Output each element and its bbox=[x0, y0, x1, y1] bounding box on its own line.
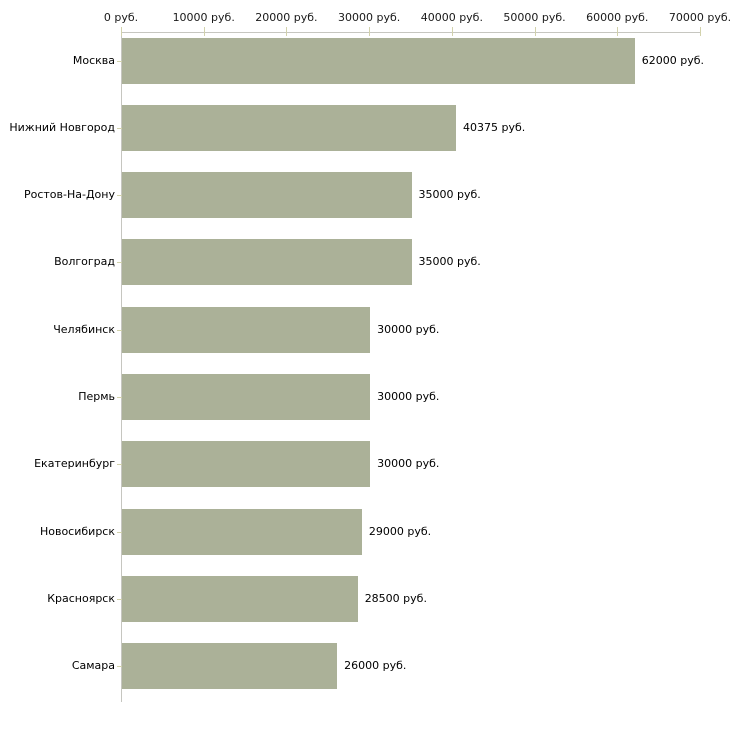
x-axis-tick bbox=[534, 27, 536, 36]
bar-value-label: 35000 руб. bbox=[418, 255, 481, 269]
bar-value-label: 26000 руб. bbox=[344, 659, 407, 673]
y-axis-tick bbox=[117, 464, 124, 466]
x-axis-tick bbox=[121, 27, 122, 36]
bar-value-label: 30000 руб. bbox=[377, 457, 440, 471]
x-axis-tick-label: 0 руб. bbox=[103, 11, 139, 24]
bar-value-label: 62000 руб. bbox=[641, 53, 705, 67]
y-axis-tick bbox=[117, 127, 124, 129]
y-axis-tick bbox=[117, 397, 124, 398]
y-axis-tick bbox=[117, 666, 124, 668]
bar bbox=[122, 575, 358, 622]
category-label: Красноярск bbox=[47, 591, 115, 605]
x-axis-tick-label: 10000 руб. bbox=[172, 11, 235, 24]
x-axis-tick bbox=[203, 27, 205, 36]
y-axis-tick bbox=[117, 531, 124, 533]
y-axis-tick bbox=[117, 60, 124, 62]
bar bbox=[122, 306, 371, 353]
bar bbox=[122, 508, 362, 555]
category-label: Новосибирск bbox=[39, 524, 115, 538]
bar bbox=[122, 239, 412, 286]
x-axis-tick-label: 60000 руб. bbox=[586, 11, 649, 24]
bar bbox=[122, 104, 456, 151]
category-label: Самара bbox=[71, 659, 115, 673]
bar-value-label: 29000 руб. bbox=[368, 524, 432, 538]
bar bbox=[122, 643, 338, 690]
x-axis-tick-label: 70000 руб. bbox=[668, 11, 730, 24]
x-axis-tick bbox=[700, 27, 701, 36]
bar bbox=[122, 172, 412, 219]
category-label: Екатеринбург bbox=[34, 457, 115, 471]
bar-value-label: 30000 руб. bbox=[377, 390, 440, 403]
x-axis-tick-label: 40000 руб. bbox=[420, 11, 483, 24]
bar-value-label: 28500 руб. bbox=[364, 591, 427, 605]
bar-value-label: 35000 руб. bbox=[418, 188, 481, 202]
x-axis-tick-label: 20000 руб. bbox=[255, 11, 318, 24]
category-label: Нижний Новгород bbox=[9, 120, 115, 134]
bar bbox=[122, 374, 371, 420]
bar-value-label: 30000 руб. bbox=[377, 322, 440, 336]
x-axis-tick bbox=[451, 27, 453, 36]
category-label: Пермь bbox=[78, 390, 115, 403]
y-axis-tick bbox=[117, 329, 124, 331]
x-axis-tick-label: 50000 руб. bbox=[503, 11, 566, 24]
x-axis-tick-label: 30000 руб. bbox=[338, 11, 401, 24]
bar-value-label: 40375 руб. bbox=[463, 120, 526, 134]
y-axis-line bbox=[121, 32, 122, 702]
x-axis-tick bbox=[617, 27, 619, 36]
category-label: Челябинск bbox=[53, 322, 115, 336]
bar bbox=[122, 441, 371, 488]
y-axis-tick bbox=[117, 195, 124, 197]
category-label: Волгоград bbox=[54, 255, 115, 269]
bar bbox=[122, 37, 635, 84]
y-axis-tick bbox=[117, 598, 124, 600]
category-label: Москва bbox=[72, 53, 115, 67]
x-axis-tick bbox=[369, 27, 371, 36]
y-axis-tick bbox=[117, 262, 124, 264]
category-label: Ростов-На-Дону bbox=[23, 188, 115, 202]
x-axis-line bbox=[121, 32, 701, 33]
x-axis-tick bbox=[286, 27, 288, 36]
